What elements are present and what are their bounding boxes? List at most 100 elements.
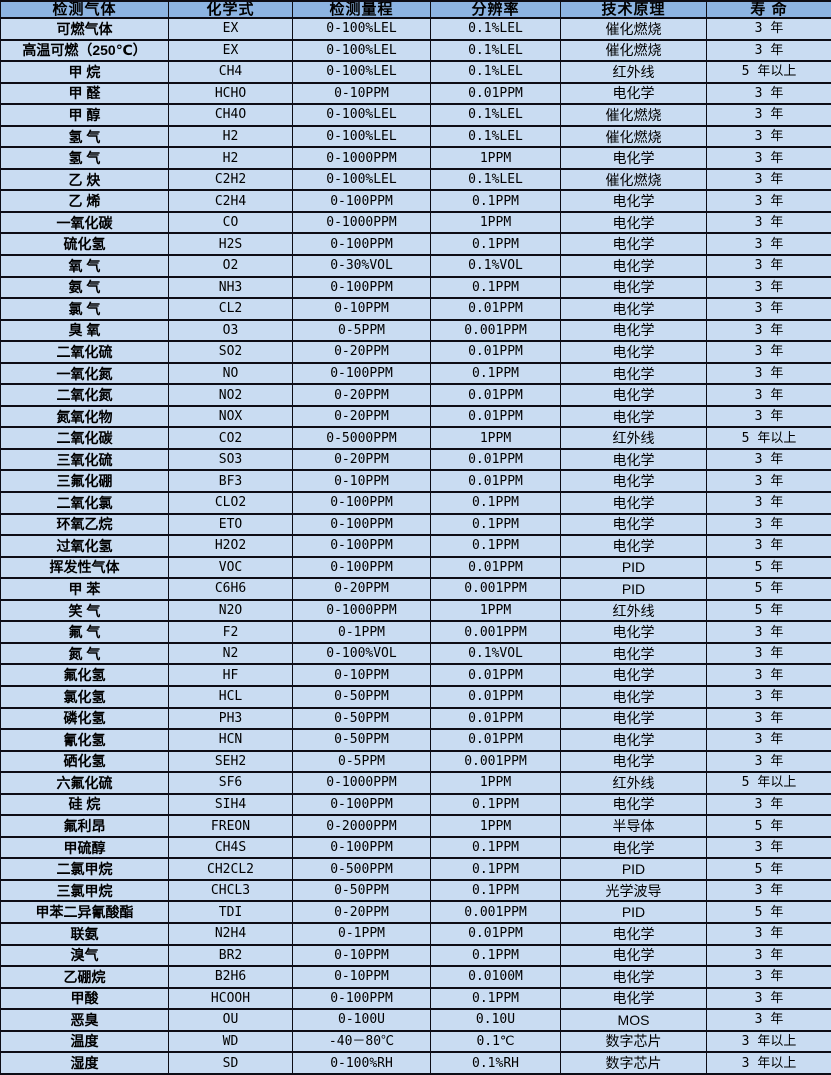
cell-gas-name: 可燃气体 [0, 17, 169, 41]
cell-formula: NO [168, 361, 293, 386]
cell-lifespan: 3 年 [706, 491, 831, 515]
cell-range: 0-100%LEL [292, 124, 431, 149]
cell-formula: CHCL3 [168, 878, 293, 903]
cell-lifespan: 3 年 [706, 297, 831, 321]
table-row: 乙 烯 C2H4 0-100PPM 0.1PPM 电化学 3 年 [0, 189, 831, 213]
cell-range: 0-1000PPM [292, 771, 431, 795]
cell-resolution: 0.1PPM [430, 878, 561, 903]
table-row: 六氟化硫 SF6 0-1000PPM 1PPM 红外线 5 年以上 [0, 771, 831, 795]
cell-formula: NH3 [168, 275, 293, 300]
cell-principle: 电化学 [560, 254, 707, 278]
cell-lifespan: 3 年以上 [706, 1029, 831, 1054]
cell-formula: EX [168, 17, 293, 41]
cell-formula: TDI [168, 900, 293, 924]
cell-gas-name: 氯 气 [0, 297, 169, 321]
cell-range: 0-100PPM [292, 835, 431, 860]
cell-resolution: 1PPM [430, 598, 561, 623]
cell-resolution: 0.01PPM [430, 555, 561, 580]
cell-resolution: 0.01PPM [430, 404, 561, 429]
cell-range: 0-50PPM [292, 684, 431, 709]
cell-formula: HF [168, 663, 293, 687]
cell-lifespan: 3 年 [706, 965, 831, 989]
cell-formula: CH2CL2 [168, 857, 293, 881]
cell-principle: 电化学 [560, 986, 707, 1011]
table-row: 乙硼烷 B2H6 0-10PPM 0.0100M 电化学 3 年 [0, 965, 831, 989]
cell-lifespan: 3 年 [706, 835, 831, 860]
cell-principle: 电化学 [560, 620, 707, 644]
cell-principle: 电化学 [560, 447, 707, 472]
cell-range: 0-50PPM [292, 728, 431, 752]
cell-range: 0-30%VOL [292, 254, 431, 278]
cell-range: 0-10PPM [292, 297, 431, 321]
table-row: 三氟化硼 BF3 0-10PPM 0.01PPM 电化学 3 年 [0, 469, 831, 494]
table-row: 氨 气 NH3 0-100PPM 0.1PPM 电化学 3 年 [0, 275, 831, 300]
cell-formula: CH4 [168, 60, 293, 84]
cell-lifespan: 3 年 [706, 103, 831, 127]
cell-formula: N2O [168, 598, 293, 623]
table-row: 一氧化碳 CO 0-1000PPM 1PPM 电化学 3 年 [0, 210, 831, 235]
cell-formula: HCOOH [168, 986, 293, 1011]
cell-lifespan: 3 年以上 [706, 1051, 831, 1075]
table-row: 氢 气 H2 0-100%LEL 0.1%LEL 催化燃烧 3 年 [0, 124, 831, 149]
cell-range: 0-100PPM [292, 232, 431, 256]
cell-gas-name: 一氧化碳 [0, 210, 169, 235]
table-row: 乙 炔 C2H2 0-100%LEL 0.1%LEL 催化燃烧 3 年 [0, 167, 831, 192]
table-row: 氰化氢 HCN 0-50PPM 0.01PPM 电化学 3 年 [0, 728, 831, 752]
table-row: 溴气 BR2 0-10PPM 0.1PPM 电化学 3 年 [0, 943, 831, 968]
cell-principle: PID [560, 857, 707, 881]
cell-lifespan: 3 年 [706, 318, 831, 343]
table-row: 磷化氢 PH3 0-50PPM 0.01PPM 电化学 3 年 [0, 706, 831, 731]
cell-lifespan: 5 年 [706, 598, 831, 623]
cell-lifespan: 3 年 [706, 792, 831, 817]
table-row: 环氧乙烷 ETO 0-100PPM 0.1PPM 电化学 3 年 [0, 512, 831, 537]
cell-principle: 电化学 [560, 491, 707, 515]
cell-formula: NO2 [168, 383, 293, 407]
cell-principle: 电化学 [560, 943, 707, 968]
cell-principle: 电化学 [560, 469, 707, 494]
cell-formula: H2O2 [168, 534, 293, 558]
cell-lifespan: 3 年 [706, 361, 831, 386]
cell-formula: VOC [168, 555, 293, 580]
cell-range: 0-100PPM [292, 361, 431, 386]
cell-gas-name: 硒化氢 [0, 749, 169, 774]
cell-principle: 数字芯片 [560, 1029, 707, 1054]
cell-resolution: 0.1%LEL [430, 17, 561, 41]
cell-lifespan: 3 年 [706, 447, 831, 472]
cell-resolution: 0.1PPM [430, 835, 561, 860]
table-row: 甲 醇 CH4O 0-100%LEL 0.1%LEL 催化燃烧 3 年 [0, 103, 831, 127]
cell-gas-name: 甲酸 [0, 986, 169, 1011]
cell-lifespan: 3 年 [706, 275, 831, 300]
cell-resolution: 0.10U [430, 1008, 561, 1032]
cell-formula: SEH2 [168, 749, 293, 774]
cell-lifespan: 3 年 [706, 512, 831, 537]
cell-formula: H2 [168, 146, 293, 170]
cell-resolution: 0.01PPM [430, 728, 561, 752]
cell-lifespan: 3 年 [706, 146, 831, 170]
cell-principle: 电化学 [560, 81, 707, 106]
table-row: 氟利昂 FREON 0-2000PPM 1PPM 半导体 5 年 [0, 814, 831, 838]
cell-lifespan: 5 年以上 [706, 771, 831, 795]
cell-gas-name: 二氯甲烷 [0, 857, 169, 881]
cell-lifespan: 5 年 [706, 900, 831, 924]
cell-gas-name: 高温可燃（250℃） [0, 38, 169, 63]
cell-principle: 电化学 [560, 146, 707, 170]
cell-gas-name: 三氯甲烷 [0, 878, 169, 903]
table-row: 甲 烷 CH4 0-100%LEL 0.1%LEL 红外线 5 年以上 [0, 60, 831, 84]
cell-formula: C2H4 [168, 189, 293, 213]
cell-gas-name: 乙 烯 [0, 189, 169, 213]
cell-range: 0-500PPM [292, 857, 431, 881]
cell-resolution: 0.1%LEL [430, 60, 561, 84]
cell-principle: 电化学 [560, 835, 707, 860]
table-row: 笑 气 N2O 0-1000PPM 1PPM 红外线 5 年 [0, 598, 831, 623]
cell-resolution: 0.0100M [430, 965, 561, 989]
cell-principle: 电化学 [560, 921, 707, 946]
table-row: 氮 气 N2 0-100%VOL 0.1%VOL 电化学 3 年 [0, 641, 831, 666]
cell-lifespan: 3 年 [706, 124, 831, 149]
cell-range: 0-10PPM [292, 663, 431, 687]
cell-gas-name: 六氟化硫 [0, 771, 169, 795]
cell-range: 0-5PPM [292, 318, 431, 343]
cell-gas-name: 乙 炔 [0, 167, 169, 192]
cell-resolution: 0.01PPM [430, 663, 561, 687]
cell-resolution: 0.01PPM [430, 297, 561, 321]
cell-principle: 电化学 [560, 404, 707, 429]
